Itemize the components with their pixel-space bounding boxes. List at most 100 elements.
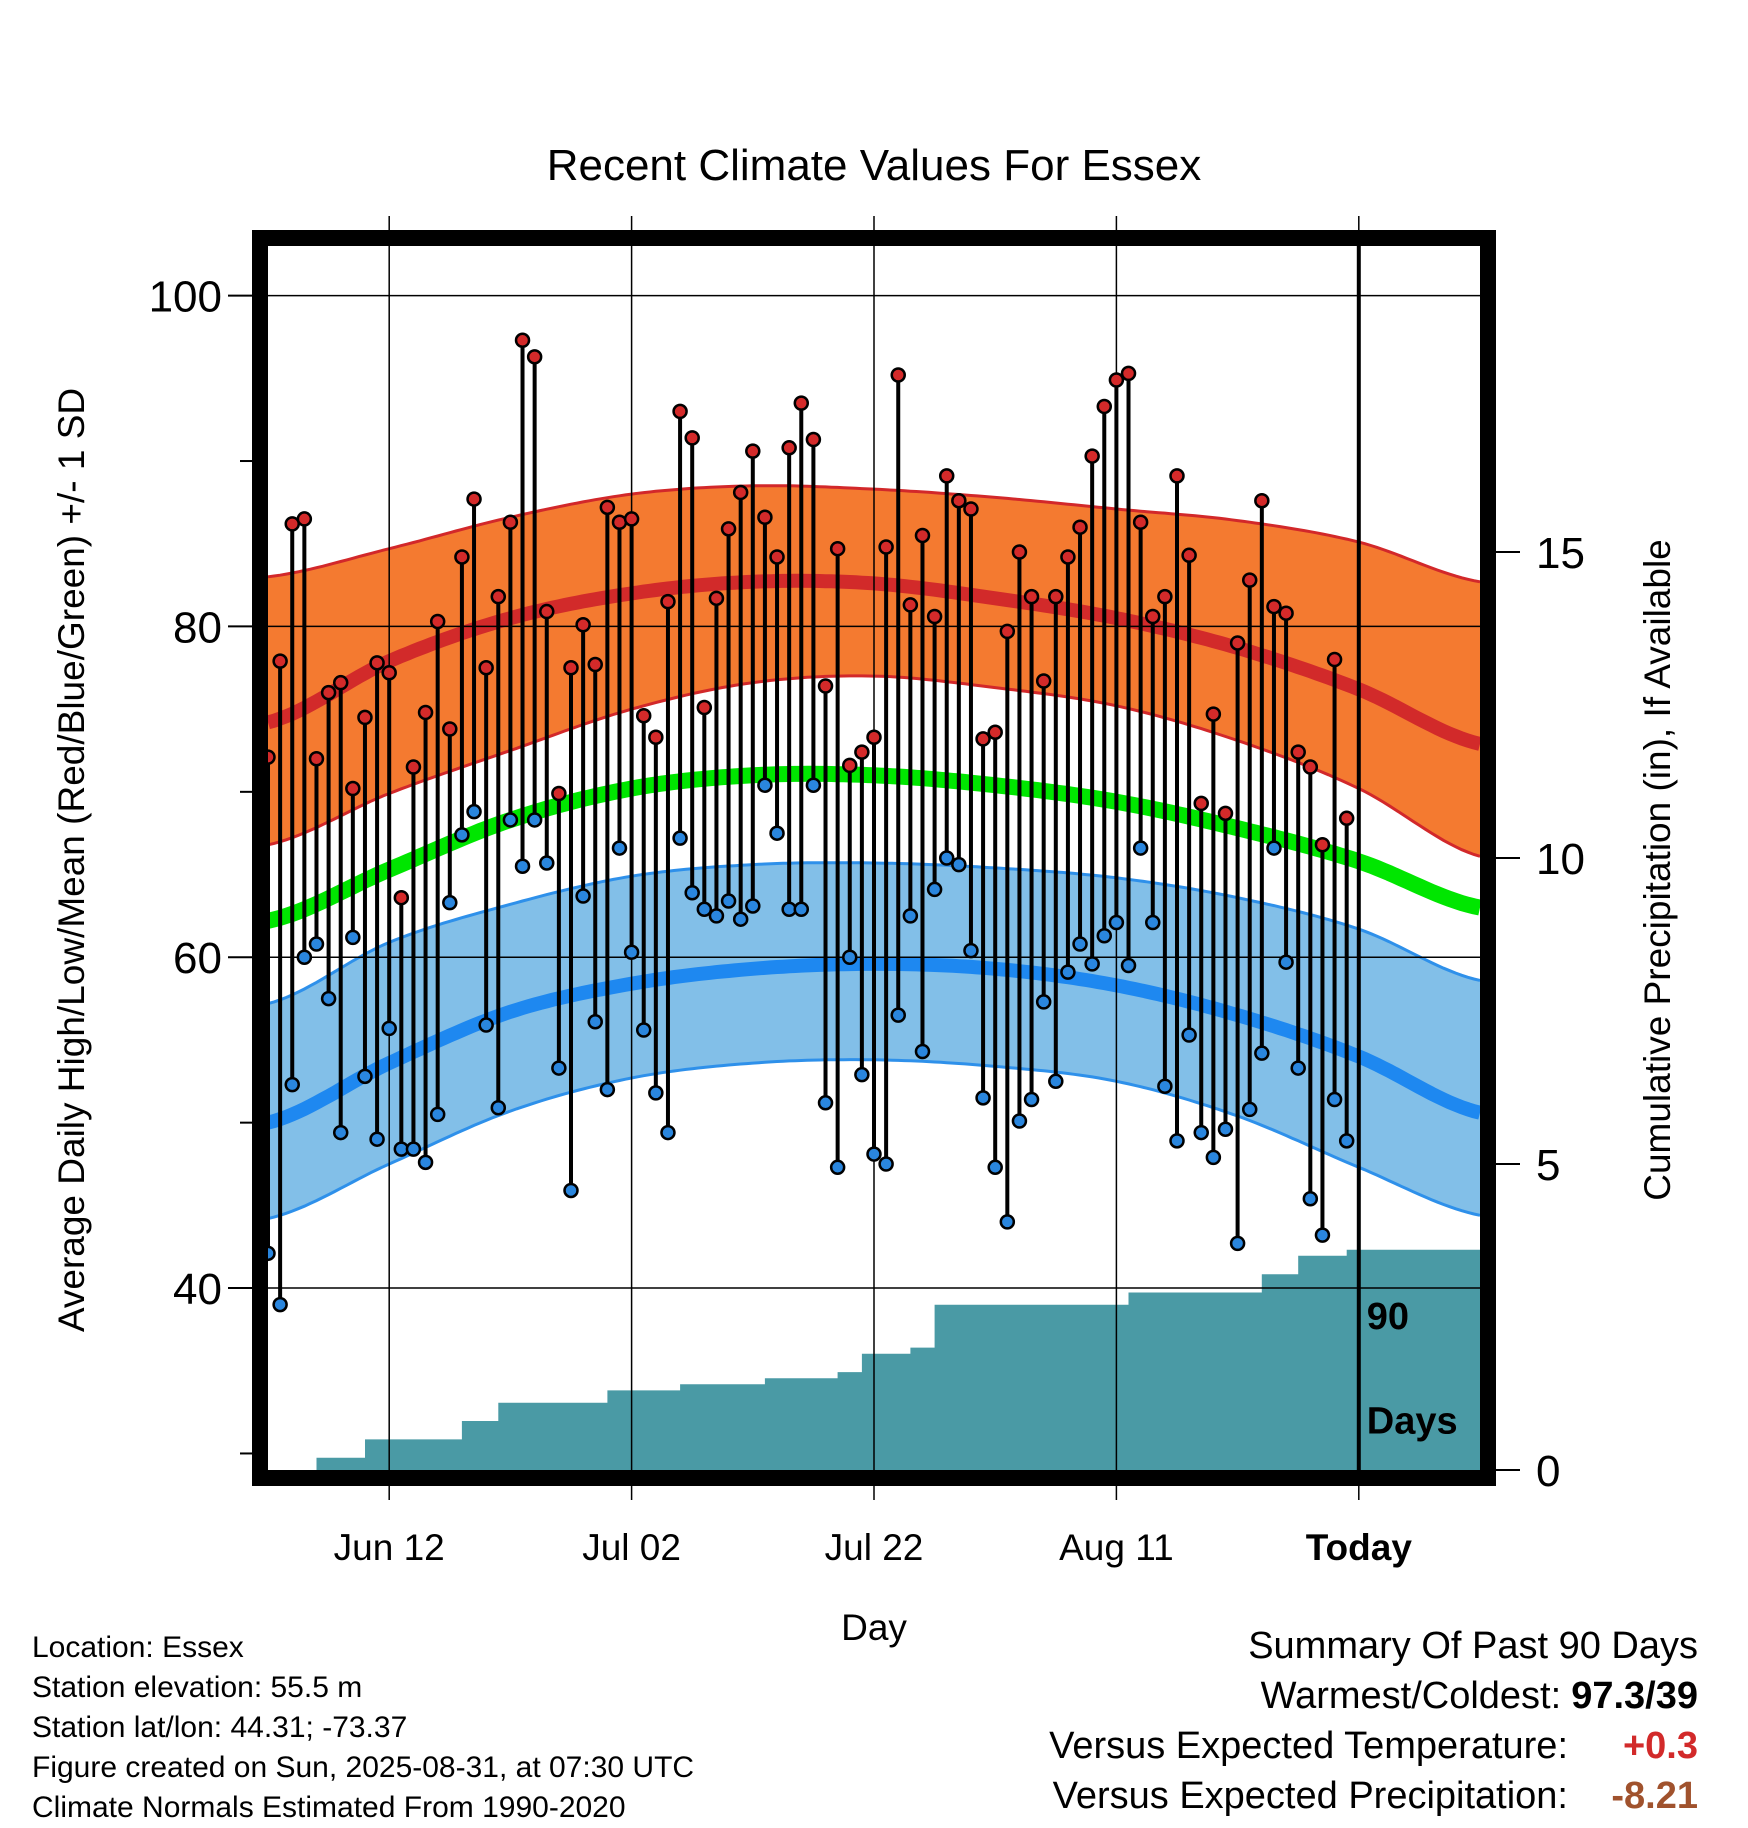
low-temp-point [926, 881, 943, 898]
warmest-coldest-row: Warmest/Coldest: 97.3/39 [1049, 1675, 1698, 1725]
high-temp-point [1157, 588, 1173, 605]
y-tick-label: 100 [149, 273, 222, 322]
low-temp-point [490, 1100, 507, 1116]
low-temp-point [745, 898, 761, 914]
high-temp-point [478, 660, 494, 676]
high-temp-point [805, 431, 822, 448]
high-temp-point [575, 617, 591, 633]
low-temp-point [1193, 1124, 1209, 1141]
x-tick-label: Aug 11 [1059, 1527, 1174, 1568]
low-temp-point [999, 1214, 1016, 1230]
low-temp-point [357, 1068, 373, 1085]
low-temp-point [1229, 1235, 1246, 1252]
x-tick-label: Jun 12 [334, 1527, 445, 1568]
high-temp-point [1314, 837, 1331, 853]
low-temp-point [805, 777, 822, 793]
high-temp-point [308, 751, 325, 767]
y-tick-label: 40 [173, 1265, 222, 1314]
high-temp-point [1241, 572, 1258, 588]
low-temp-point [1132, 840, 1149, 856]
value-separator: / [1645, 1675, 1656, 1717]
temp-anomaly-row: Versus Expected Temperature: +0.3 [1049, 1725, 1698, 1775]
low-temp-point [526, 812, 543, 828]
low-temp-point [720, 893, 737, 909]
y2-tick-label: 15 [1536, 529, 1585, 578]
low-temp-point [320, 990, 337, 1007]
low-temp-point [1023, 1091, 1040, 1108]
low-temp-point [842, 949, 858, 965]
low-temp-point [587, 1014, 603, 1030]
high-temp-point [732, 484, 749, 501]
low-temp-point [1084, 956, 1100, 972]
high-temp-point [417, 704, 434, 721]
low-temp-point [563, 1182, 579, 1199]
low-temp-point [599, 1081, 616, 1098]
precip-anomaly-row: Versus Expected Precipitation: -8.21 [1049, 1775, 1698, 1825]
warmest-coldest-label: Warmest/Coldest: [1260, 1675, 1562, 1717]
high-temp-point [623, 511, 640, 527]
high-temp-point [296, 511, 313, 527]
high-temp-point [781, 440, 797, 456]
high-temp-point [1048, 588, 1064, 605]
summary-panel: Summary Of Past 90 Days Warmest/Coldest:… [1049, 1625, 1698, 1825]
low-temp-point [539, 855, 555, 871]
high-temp-point [1229, 635, 1246, 651]
low-temp-point [696, 901, 713, 918]
high-temp-point [696, 699, 713, 716]
y2-axis-label: Cumulative Precipitation (in), If Availa… [1637, 539, 1678, 1201]
temp-anomaly-value: +0.3 [1622, 1725, 1698, 1767]
low-temp-point [1205, 1149, 1222, 1166]
high-temp-point [369, 655, 385, 671]
high-temp-point [1035, 673, 1052, 689]
low-temp-point [1072, 936, 1088, 952]
low-temp-point [793, 901, 810, 918]
low-temp-point [769, 825, 785, 841]
high-temp-point [842, 757, 858, 774]
high-temp-point [829, 540, 846, 557]
high-temp-point [878, 539, 894, 555]
low-temp-point [272, 1296, 288, 1313]
high-temp-point [1181, 547, 1197, 564]
x-tick-label: Jul 22 [825, 1527, 924, 1568]
low-temp-point [1278, 954, 1294, 970]
low-temp-point [284, 1076, 300, 1093]
high-temp-point [890, 367, 906, 383]
high-temp-point [563, 660, 579, 676]
high-temp-point [854, 744, 870, 760]
summary-title: Summary Of Past 90 Days [1248, 1625, 1698, 1667]
plot-border [252, 230, 1496, 1486]
axes: 40 60 80 100 0 5 10 15 Jun 12 Jul 02 Jul 22 Aug 11 T… [149, 273, 1585, 1568]
low-temp-point [381, 1020, 397, 1037]
low-temp-point [951, 856, 967, 873]
low-temp-point [708, 908, 725, 924]
low-temp-point [854, 1066, 870, 1083]
low-temp-point [757, 777, 773, 793]
plot-frame [252, 230, 1496, 1486]
high-temp-point [914, 527, 931, 544]
high-temp-point [1254, 492, 1270, 509]
warmest-value: 97.3 [1571, 1675, 1646, 1717]
warmest-coldest-value: 97.3/39 [1571, 1675, 1698, 1718]
low-temp-point [1217, 1121, 1234, 1138]
high-temp-point [429, 613, 446, 630]
low-temp-point [975, 1090, 991, 1106]
low-temp-point [551, 1060, 567, 1076]
low-temp-point [902, 908, 919, 924]
high-temp-point [902, 597, 919, 613]
x-tick-label: Today [1306, 1527, 1413, 1568]
y-tick-label: 80 [173, 603, 222, 652]
normals-text: Climate Normals Estimated From 1990-2020 [32, 1791, 626, 1824]
high-temp-point [1072, 519, 1088, 535]
low-temp-point [1060, 964, 1076, 980]
low-temp-point [454, 827, 470, 843]
low-temp-point [478, 1017, 494, 1033]
high-temp-point [672, 403, 688, 420]
high-temp-point [1120, 365, 1137, 382]
y2-tick-label: 10 [1536, 835, 1585, 884]
low-temp-point [623, 944, 640, 961]
high-temp-point [745, 443, 761, 459]
low-temp-point [345, 929, 361, 946]
high-temp-point [1302, 759, 1319, 775]
low-temp-point [308, 936, 325, 952]
high-temp-point [660, 593, 676, 610]
